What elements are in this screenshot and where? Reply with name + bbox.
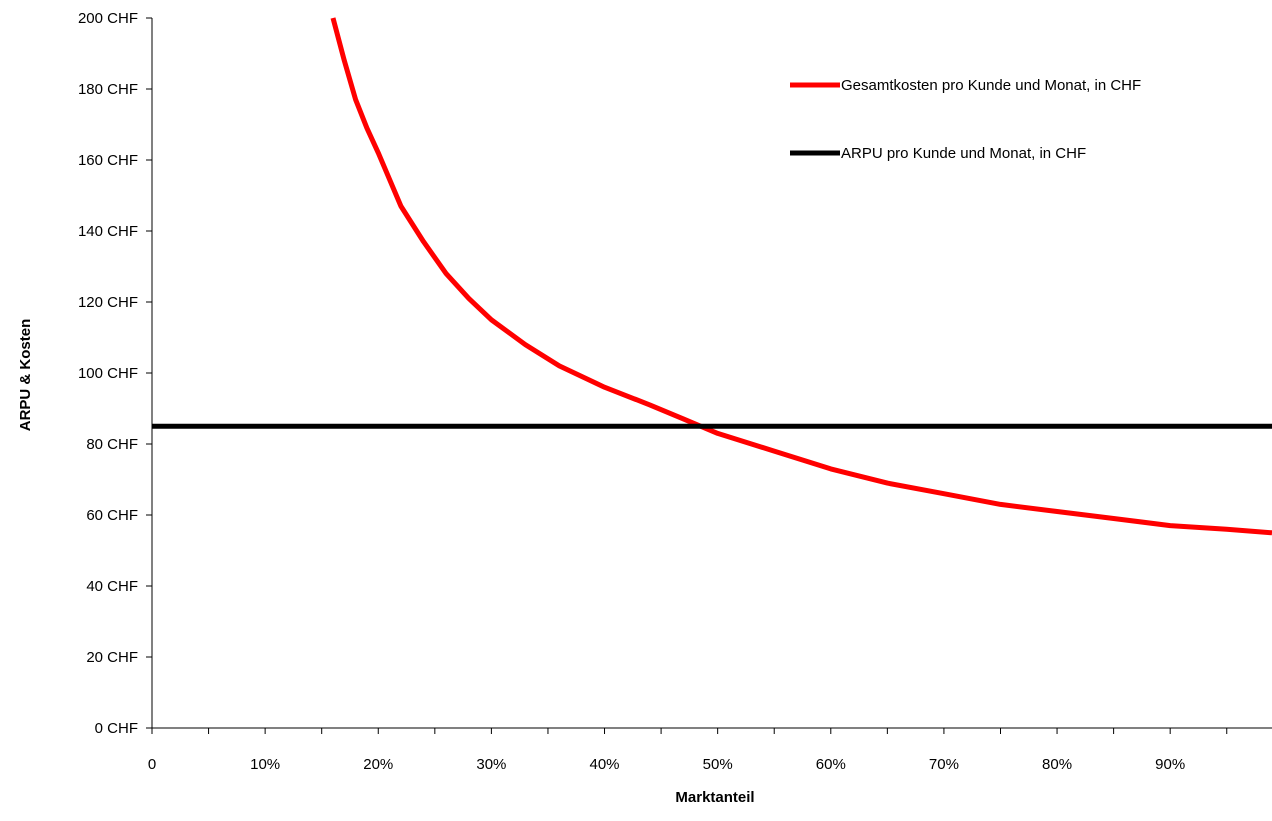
y-tick-label: 60 CHF <box>86 507 138 524</box>
x-tick-label: 40% <box>590 756 620 773</box>
y-tick-label: 20 CHF <box>86 649 138 666</box>
series-layer <box>152 17 1272 536</box>
y-axis: 0 CHF 20 CHF 40 CHF 60 CHF 80 CHF 100 CHF 120 … <box>78 10 153 737</box>
y-tick-label: 180 CHF <box>78 81 138 98</box>
y-tick-label: 100 CHF <box>78 365 138 382</box>
y-tick-label: 140 CHF <box>78 223 138 240</box>
legend-label: ARPU pro Kunde und Monat, in CHF <box>841 145 1086 162</box>
x-tick-label: 30% <box>476 756 506 773</box>
y-tick-label: 40 CHF <box>86 578 138 595</box>
x-tick-label: 60% <box>816 756 846 773</box>
y-axis-title: ARPU & Kosten <box>17 319 34 432</box>
x-tick-label: 50% <box>703 756 733 773</box>
x-tick-label: 80% <box>1042 756 1072 773</box>
series-line-gesamtkosten <box>330 17 1272 536</box>
x-tick-label: 0 <box>148 756 156 773</box>
x-tick-label: 90% <box>1155 756 1185 773</box>
x-tick-label: 20% <box>363 756 393 773</box>
x-tick-label: 70% <box>929 756 959 773</box>
legend: Gesamtkosten pro Kunde und Monat, in CHF… <box>790 77 1141 162</box>
y-tick-label: 80 CHF <box>86 436 138 453</box>
y-tick-label: 120 CHF <box>78 294 138 311</box>
legend-label: Gesamtkosten pro Kunde und Monat, in CHF <box>841 77 1141 94</box>
x-axis: 0 10% 20% 30% 40% 50% 60% 70% 80% 90% <box>148 727 1272 773</box>
y-tick-label: 0 CHF <box>95 720 138 737</box>
y-tick-label: 160 CHF <box>78 152 138 169</box>
x-tick-label: 10% <box>250 756 280 773</box>
y-tick-label: 200 CHF <box>78 10 138 27</box>
x-axis-title: Marktanteil <box>675 789 754 806</box>
